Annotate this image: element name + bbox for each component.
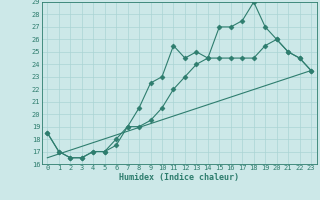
X-axis label: Humidex (Indice chaleur): Humidex (Indice chaleur) (119, 173, 239, 182)
